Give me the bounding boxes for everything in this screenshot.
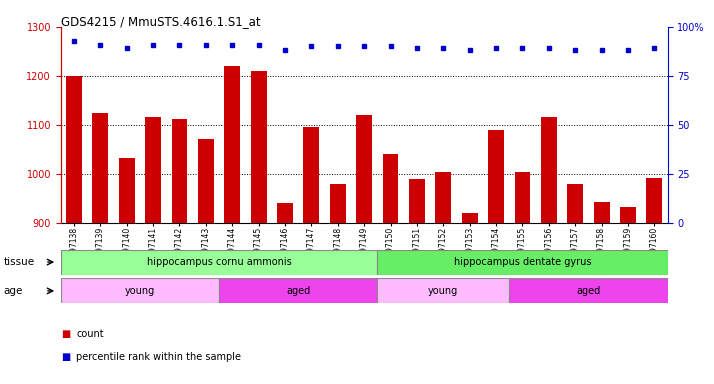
Bar (377, 250, 668, 275)
Bar (219, 278, 377, 303)
Bar (462, 213, 478, 223)
Bar (377, 278, 509, 303)
Bar (646, 178, 663, 223)
Text: percentile rank within the sample: percentile rank within the sample (76, 352, 241, 362)
Text: young: young (428, 286, 458, 296)
Bar (409, 179, 425, 223)
Bar (61, 278, 219, 303)
Text: age: age (4, 286, 23, 296)
Bar (277, 203, 293, 223)
Text: aged: aged (576, 286, 600, 296)
Text: hippocampus dentate gyrus: hippocampus dentate gyrus (453, 257, 591, 267)
Bar (224, 66, 240, 223)
Bar (251, 71, 266, 223)
Bar (488, 130, 504, 223)
Bar (145, 118, 161, 223)
Text: young: young (125, 286, 155, 296)
Bar (198, 139, 213, 223)
Text: ■: ■ (61, 329, 70, 339)
Text: count: count (76, 329, 104, 339)
Bar (620, 207, 636, 223)
Bar (568, 184, 583, 223)
Bar (383, 154, 398, 223)
Bar (330, 184, 346, 223)
Bar (171, 119, 187, 223)
Bar (509, 278, 668, 303)
Bar (119, 158, 134, 223)
Text: GDS4215 / MmuSTS.4616.1.S1_at: GDS4215 / MmuSTS.4616.1.S1_at (61, 15, 261, 28)
Text: aged: aged (286, 286, 311, 296)
Bar (436, 172, 451, 223)
Bar (303, 127, 319, 223)
Bar (541, 118, 557, 223)
Bar (61, 250, 377, 275)
Bar (66, 76, 82, 223)
Bar (356, 115, 372, 223)
Bar (92, 113, 109, 223)
Bar (594, 202, 610, 223)
Text: tissue: tissue (4, 257, 35, 267)
Bar (515, 172, 531, 223)
Text: hippocampus cornu ammonis: hippocampus cornu ammonis (146, 257, 291, 267)
Text: ■: ■ (61, 352, 70, 362)
